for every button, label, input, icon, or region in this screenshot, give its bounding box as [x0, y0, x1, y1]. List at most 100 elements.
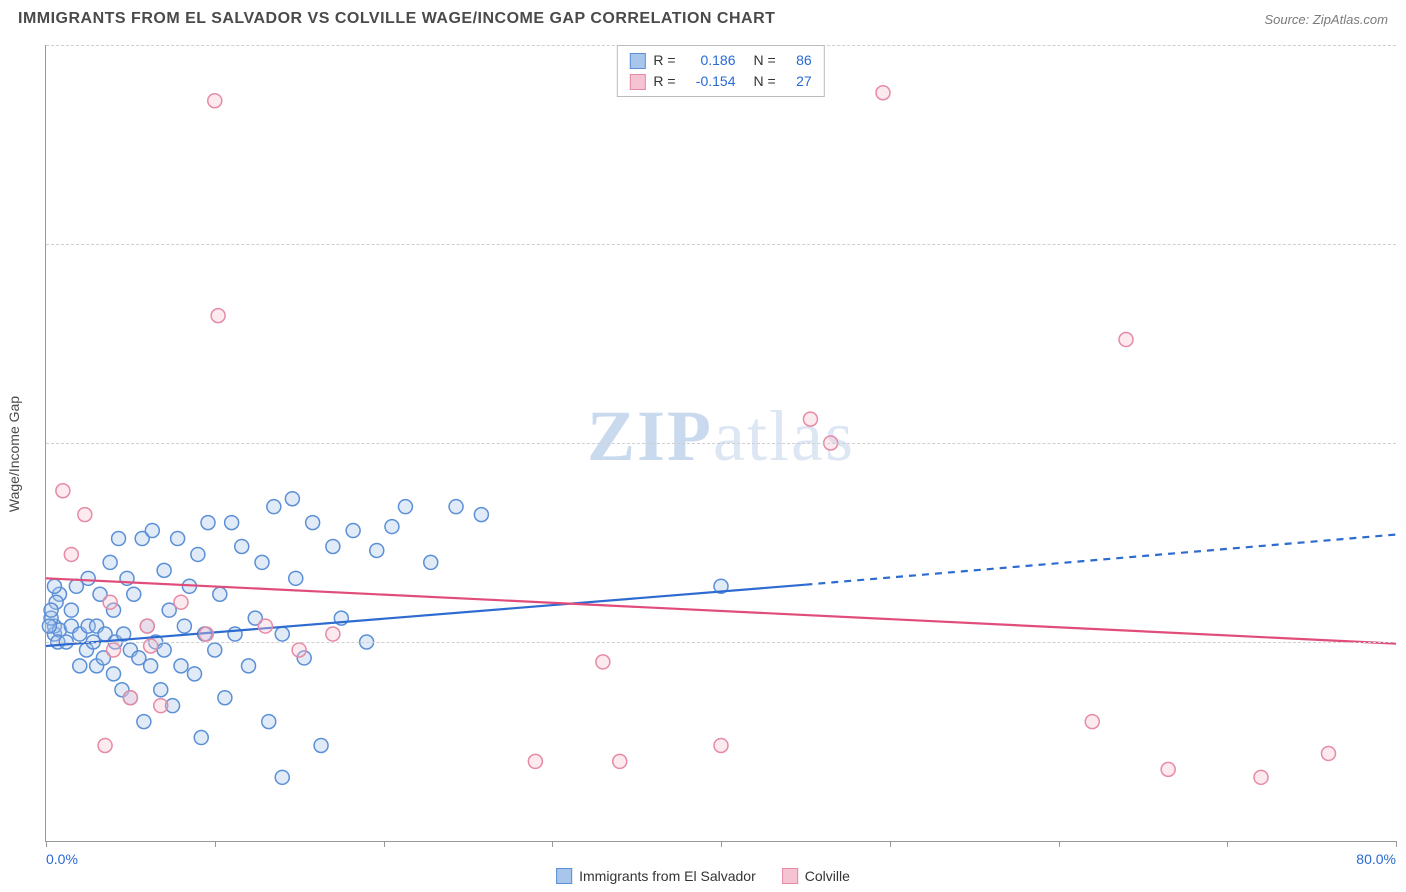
correlation-stats-box: R =0.186N =86R =-0.154N =27 [616, 45, 824, 97]
data-point [346, 524, 360, 538]
data-point [137, 715, 151, 729]
data-point [56, 484, 70, 498]
header-bar: IMMIGRANTS FROM EL SALVADOR VS COLVILLE … [0, 0, 1406, 34]
source-name: ZipAtlas.com [1313, 12, 1388, 27]
legend-label: Colville [805, 868, 850, 884]
data-point [42, 619, 56, 633]
x-tick [1059, 841, 1060, 847]
chart-container: ZIPatlas 25.0%50.0%75.0%100.0%0.0%80.0% … [45, 45, 1396, 842]
data-point [157, 563, 171, 577]
data-point [44, 603, 58, 617]
data-point [424, 555, 438, 569]
x-tick [890, 841, 891, 847]
x-tick-label: 80.0% [1356, 851, 1396, 867]
data-point [174, 659, 188, 673]
r-value: 0.186 [684, 50, 736, 71]
data-point [73, 659, 87, 673]
n-value: 27 [784, 71, 812, 92]
data-point [64, 603, 78, 617]
data-point [306, 516, 320, 530]
data-point [145, 524, 159, 538]
data-point [199, 627, 213, 641]
data-point [596, 655, 610, 669]
data-point [1254, 770, 1268, 784]
data-point [613, 754, 627, 768]
data-point [78, 508, 92, 522]
data-point [201, 516, 215, 530]
data-point [449, 500, 463, 514]
gridline [46, 244, 1396, 245]
legend-swatch [782, 868, 798, 884]
legend-label: Immigrants from El Salvador [579, 868, 756, 884]
data-point [385, 520, 399, 534]
y-axis-label: Wage/Income Gap [6, 396, 22, 512]
x-tick [552, 841, 553, 847]
data-point [194, 731, 208, 745]
data-point [326, 627, 340, 641]
data-point [103, 555, 117, 569]
data-point [107, 643, 121, 657]
data-point [107, 667, 121, 681]
data-point [177, 619, 191, 633]
x-tick-label: 0.0% [46, 851, 78, 867]
data-point [154, 699, 168, 713]
data-point [262, 715, 276, 729]
x-tick [1227, 841, 1228, 847]
data-point [103, 595, 117, 609]
data-point [157, 643, 171, 657]
x-tick [1396, 841, 1397, 847]
trend-line [46, 585, 805, 646]
data-point [255, 555, 269, 569]
data-point [208, 643, 222, 657]
data-point [154, 683, 168, 697]
data-point [98, 738, 112, 752]
data-point [528, 754, 542, 768]
r-label: R = [653, 71, 675, 92]
data-point [211, 309, 225, 323]
data-point [876, 86, 890, 100]
trend-line-extrapolated [805, 535, 1396, 585]
data-point [140, 619, 154, 633]
data-point [275, 770, 289, 784]
stats-row: R = 0.186 N = 86 [629, 50, 811, 71]
data-point [370, 543, 384, 557]
r-label: R = [653, 50, 675, 71]
data-point [188, 667, 202, 681]
data-point [208, 94, 222, 108]
n-label: N = [754, 71, 776, 92]
x-tick [721, 841, 722, 847]
n-value: 86 [784, 50, 812, 71]
data-point [326, 539, 340, 553]
data-point [258, 619, 272, 633]
data-point [1161, 762, 1175, 776]
data-point [213, 587, 227, 601]
data-point [314, 738, 328, 752]
data-point [714, 738, 728, 752]
x-tick [46, 841, 47, 847]
data-point [191, 547, 205, 561]
data-point [275, 627, 289, 641]
source-attribution: Source: ZipAtlas.com [1264, 12, 1388, 27]
source-label: Source: [1264, 12, 1312, 27]
legend-swatch [556, 868, 572, 884]
data-point [474, 508, 488, 522]
data-point [123, 691, 137, 705]
data-point [292, 643, 306, 657]
data-point [228, 627, 242, 641]
data-point [803, 412, 817, 426]
data-point [1119, 333, 1133, 347]
series-swatch [629, 53, 645, 69]
data-point [174, 595, 188, 609]
data-point [398, 500, 412, 514]
x-tick [215, 841, 216, 847]
data-point [64, 547, 78, 561]
legend-item: Colville [782, 868, 850, 884]
n-label: N = [754, 50, 776, 71]
data-point [235, 539, 249, 553]
data-point [289, 571, 303, 585]
data-point [242, 659, 256, 673]
plot-area: ZIPatlas 25.0%50.0%75.0%100.0%0.0%80.0% [45, 45, 1396, 842]
data-point [47, 579, 61, 593]
data-point [171, 532, 185, 546]
data-point [81, 571, 95, 585]
